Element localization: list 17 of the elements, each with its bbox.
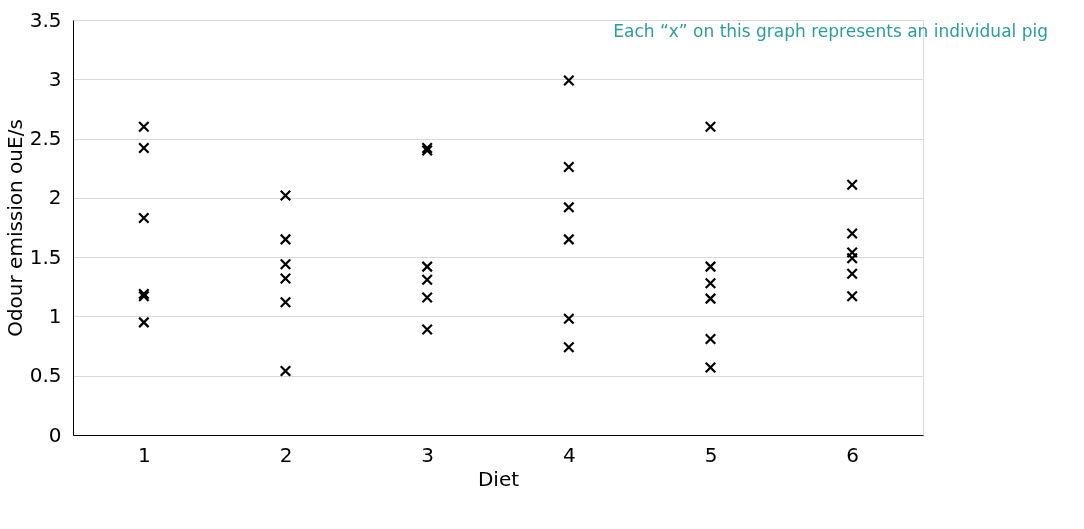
y-tick-label: 1.5 xyxy=(29,244,62,269)
x-tick-label: 3 xyxy=(421,442,435,467)
y-tick-label: 2.5 xyxy=(29,126,62,151)
y-tick-label: 3 xyxy=(48,66,62,91)
x-tick-label: 5 xyxy=(704,442,718,467)
x-tick-label: 2 xyxy=(279,442,293,467)
y-tick-label: 0.5 xyxy=(29,363,62,388)
y-tick-label: 3.5 xyxy=(29,7,62,32)
y-axis-title: Odour emission ouE/s xyxy=(2,119,27,337)
annotation: Each “x” on this graph represents an individual pig xyxy=(613,21,1048,41)
x-tick-label: 4 xyxy=(562,442,576,467)
x-tick-label: 6 xyxy=(846,442,860,467)
x-axis-title: Diet xyxy=(477,466,520,491)
x-tick-label: 1 xyxy=(137,442,151,467)
y-tick-label: 0 xyxy=(48,422,62,447)
y-tick-label: 2 xyxy=(48,185,62,210)
y-tick-label: 1 xyxy=(48,303,62,328)
